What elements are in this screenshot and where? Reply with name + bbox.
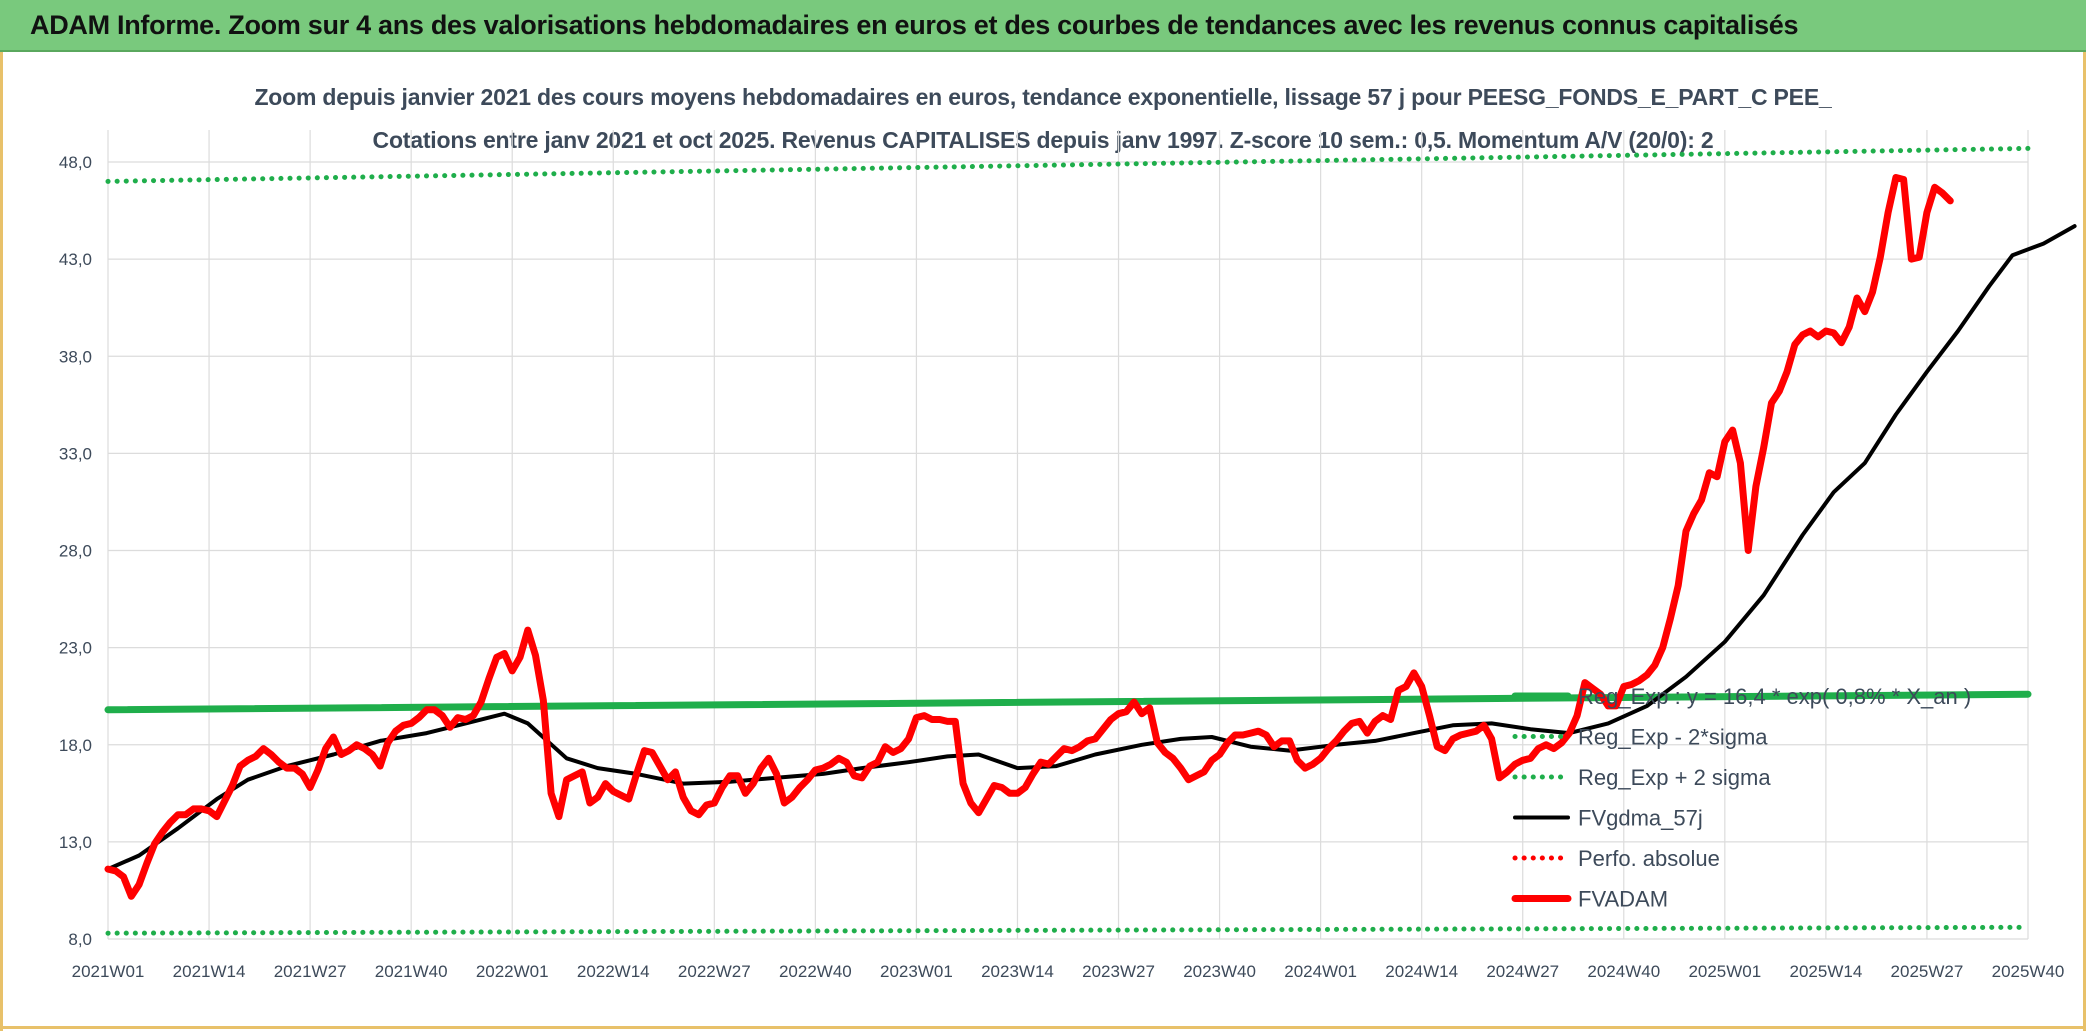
y-tick-label: 28,0 — [59, 542, 92, 561]
x-tick-label: 2025W01 — [1688, 962, 1761, 981]
legend-label-1: Reg_Exp - 2*sigma — [1578, 725, 1768, 750]
x-tick-label: 2024W14 — [1385, 962, 1458, 981]
x-tick-label: 2024W27 — [1486, 962, 1559, 981]
legend-label-3: FVgdma_57j — [1578, 806, 1703, 831]
legend: Reg_Exp : y = 16,4 * exp( 0,8% * X_an ) R… — [1511, 684, 1971, 912]
x-tick-label: 2022W01 — [476, 962, 549, 981]
grid-layer — [107, 130, 2029, 940]
x-tick-label: 2025W40 — [1992, 962, 2065, 981]
y-tick-label: 8,0 — [68, 930, 92, 949]
x-tick-label: 2021W14 — [173, 962, 246, 981]
axis-layer: 8,0 13,0 18,0 23,0 28,0 33,0 38,0 43,0 48,0 2021W… — [59, 153, 2064, 981]
y-tick-label: 13,0 — [59, 833, 92, 852]
legend-label-0: Reg_Exp : y = 16,4 * exp( 0,8% * X_an ) — [1578, 684, 1971, 709]
x-tick-label: 2023W40 — [1183, 962, 1256, 981]
x-tick-label: 2025W27 — [1891, 962, 1964, 981]
x-tick-label: 2023W01 — [880, 962, 953, 981]
x-tick-label: 2024W40 — [1587, 962, 1660, 981]
legend-label-5: FVADAM — [1578, 887, 1668, 912]
y-tick-label: 33,0 — [59, 444, 92, 463]
legend-label-2: Reg_Exp + 2 sigma — [1578, 765, 1771, 790]
chart-subtitle: Cotations entre janv 2021 et oct 2025. R… — [372, 127, 1714, 153]
y-tick-label: 38,0 — [59, 347, 92, 366]
series-line-5 — [104, 174, 1954, 900]
x-tick-label: 2024W01 — [1284, 962, 1357, 981]
chart-title: Zoom depuis janvier 2021 des cours moyen… — [254, 84, 1832, 110]
x-tick-label: 2022W40 — [779, 962, 852, 981]
x-tick-label: 2023W27 — [1082, 962, 1155, 981]
x-tick-label: 2021W01 — [72, 962, 145, 981]
header-title: ADAM Informe. Zoom sur 4 ans des valoris… — [30, 10, 1799, 40]
y-tick-label: 43,0 — [59, 250, 92, 269]
legend-label-4: Perfo. absolue — [1578, 846, 1720, 871]
x-tick-label: 2025W14 — [1790, 962, 1863, 981]
x-tick-label: 2021W40 — [375, 962, 448, 981]
y-tick-label: 48,0 — [59, 153, 92, 172]
series-line-3 — [106, 224, 2077, 872]
bottom-border — [0, 1026, 2086, 1029]
header-bar: ADAM Informe. Zoom sur 4 ans des valoris… — [0, 0, 2086, 52]
x-tick-label: 2023W14 — [981, 962, 1054, 981]
series-layer — [104, 145, 2077, 936]
x-tick-label: 2022W14 — [577, 962, 650, 981]
series-line-2 — [105, 145, 2031, 184]
x-tick-label: 2022W27 — [678, 962, 751, 981]
series-line-1 — [105, 924, 2031, 936]
y-tick-label: 18,0 — [59, 736, 92, 755]
y-tick-label: 23,0 — [59, 639, 92, 658]
x-tick-label: 2021W27 — [274, 962, 347, 981]
